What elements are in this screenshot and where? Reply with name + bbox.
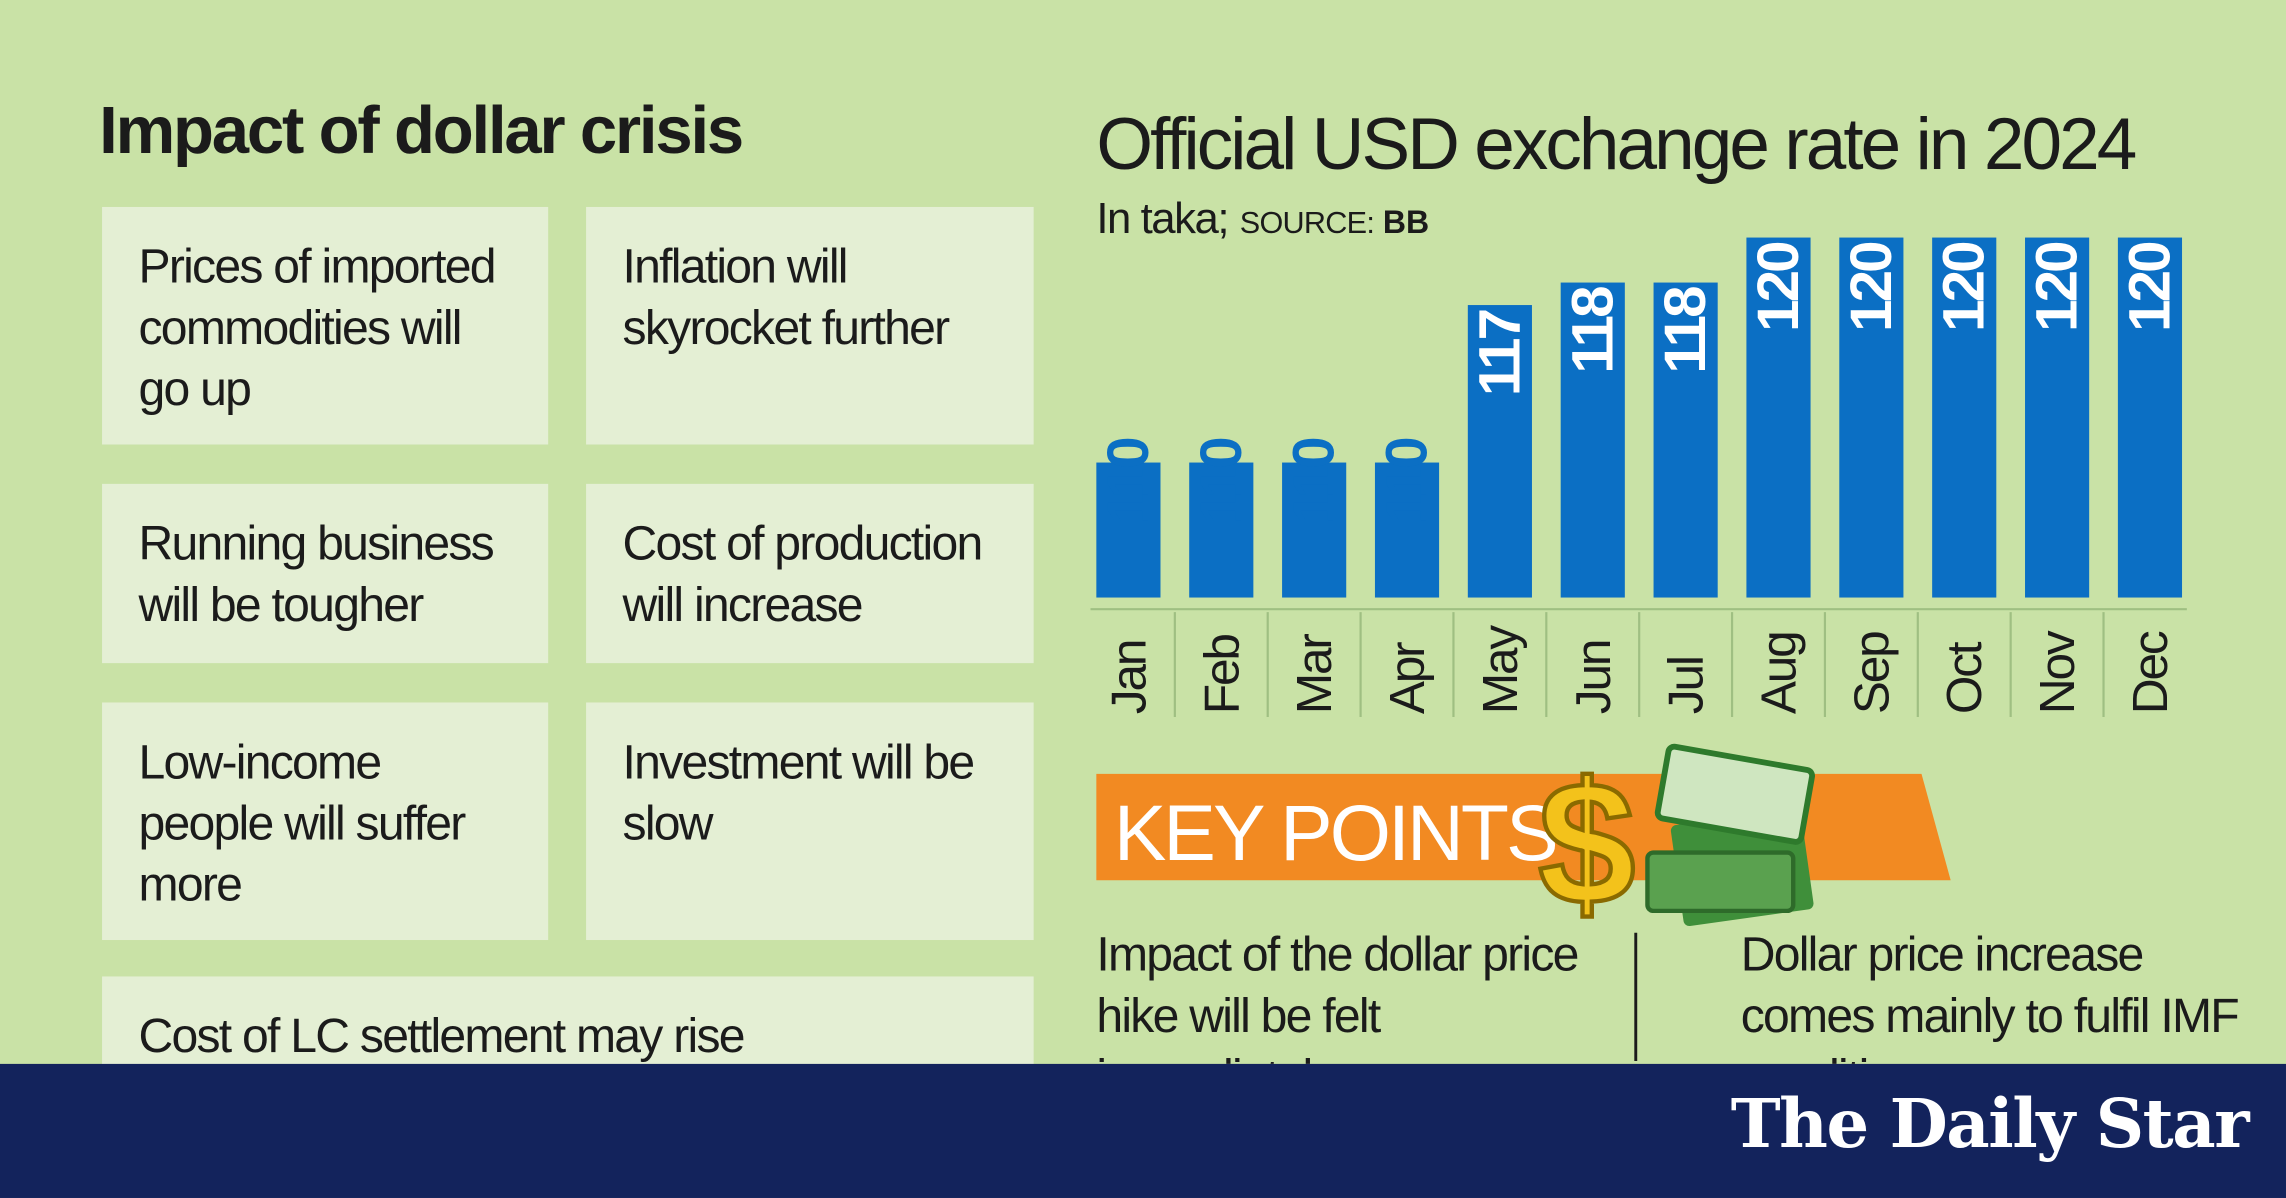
bar bbox=[1189, 462, 1254, 598]
key-points-title: KEY POINTS bbox=[1114, 789, 1556, 877]
chart-subtitle: In taka; bbox=[1096, 194, 1228, 243]
value-label: 120 bbox=[1839, 242, 1904, 332]
x-tick-label: Dec bbox=[2122, 631, 2178, 714]
bar bbox=[1839, 237, 1904, 598]
key-point: Impact of the dollar price hike will be … bbox=[1096, 926, 1579, 1064]
chart-subtitle-line: In taka; SOURCE: BB bbox=[1096, 194, 1429, 243]
value-label: 118 bbox=[1653, 287, 1718, 374]
impact-box: Inflation will skyrocket further bbox=[586, 206, 1034, 445]
impact-box: Prices of imported commodities will go u… bbox=[102, 206, 549, 445]
footer: The Daily Star bbox=[0, 1063, 2286, 1198]
value-label: 120 bbox=[1932, 242, 1997, 332]
bar bbox=[1560, 282, 1625, 598]
key-point: Dollar price increase comes mainly to fu… bbox=[1740, 926, 2240, 1064]
impact-box: Investment will be slow bbox=[586, 702, 1034, 941]
bar bbox=[1374, 462, 1440, 598]
bar bbox=[2117, 237, 2183, 598]
bar bbox=[1932, 237, 1997, 598]
x-tick-label: Apr bbox=[1379, 642, 1435, 714]
svg-text:$: $ bbox=[1538, 747, 1635, 942]
value-label: 110 bbox=[1282, 438, 1347, 525]
source: BB bbox=[1383, 204, 1429, 240]
impact-box: Running business will be tougher bbox=[102, 483, 549, 664]
value-label: 117 bbox=[1467, 310, 1532, 396]
bar bbox=[1746, 237, 1811, 598]
impacts-title: Impact of dollar crisis bbox=[99, 91, 744, 168]
impact-box: Low-income people will suffer more bbox=[102, 702, 549, 941]
x-tick-label: Mar bbox=[1286, 634, 1342, 714]
bar bbox=[1096, 462, 1161, 598]
x-tick-label: Oct bbox=[1936, 641, 1992, 714]
impact-box: Cost of production will increase bbox=[586, 483, 1034, 664]
bar bbox=[1467, 305, 1532, 598]
value-label: 120 bbox=[1746, 242, 1811, 332]
chart-title: Official USD exchange rate in 2024 bbox=[1096, 104, 2135, 185]
x-tick-label: Nov bbox=[2029, 630, 2085, 714]
x-tick-label: Aug bbox=[1750, 633, 1806, 715]
bar bbox=[1653, 282, 1718, 598]
x-tick-label: Jun bbox=[1565, 641, 1621, 714]
x-tick-label: Jul bbox=[1658, 657, 1714, 714]
x-tick-label: May bbox=[1472, 625, 1528, 714]
value-label: 118 bbox=[1560, 287, 1625, 374]
value-label: 110 bbox=[1375, 438, 1440, 525]
source-label: SOURCE: bbox=[1240, 206, 1374, 240]
brand: The Daily Star bbox=[1730, 1084, 2250, 1164]
x-tick-label: Feb bbox=[1193, 635, 1249, 714]
bar bbox=[1282, 462, 1347, 598]
value-label: 110 bbox=[1096, 438, 1161, 525]
value-label: 120 bbox=[2117, 242, 2182, 332]
money-icon: $ bbox=[1536, 743, 1816, 944]
x-tick-label: Sep bbox=[1843, 632, 1899, 714]
bar bbox=[2025, 237, 2090, 598]
value-label: 110 bbox=[1189, 438, 1254, 525]
value-label: 120 bbox=[2025, 242, 2090, 332]
x-tick-label: Jan bbox=[1100, 641, 1156, 714]
